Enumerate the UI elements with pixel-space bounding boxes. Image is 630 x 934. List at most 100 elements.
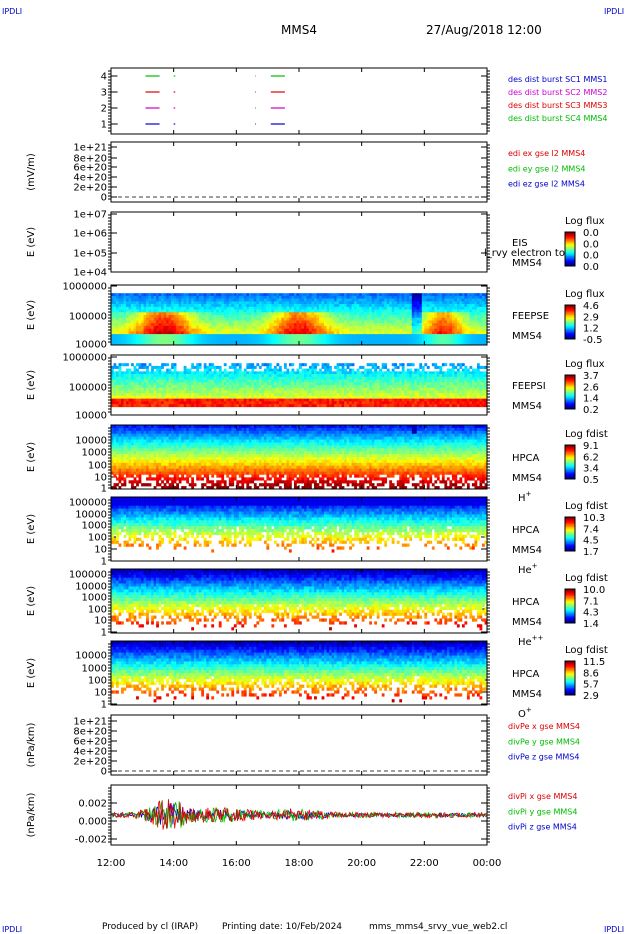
spectrogram-cell [381, 309, 385, 313]
spectrogram-cell [193, 325, 197, 329]
spectrogram-cell [133, 342, 137, 346]
spectrogram-cell [476, 295, 480, 299]
spectrogram-cell [251, 390, 255, 394]
spectrogram-cell [231, 382, 235, 386]
spectrogram-cell [424, 325, 428, 329]
spectrogram-cell [384, 309, 388, 313]
spectrogram-cell [218, 385, 222, 389]
spectrogram-cell [301, 342, 305, 346]
spectrogram-cell [226, 382, 230, 386]
spectrogram-cell [301, 304, 305, 308]
spectrogram-cell [471, 301, 475, 305]
spectrogram-cell [286, 382, 290, 386]
spectrogram-cell [151, 398, 154, 402]
spectrogram-cell [253, 371, 257, 375]
spectrogram-cell [211, 295, 215, 299]
spectrogram-cell [329, 382, 332, 386]
spectrogram-cell [128, 401, 132, 405]
spectrogram-cell [246, 363, 250, 367]
spectrogram-cell [359, 385, 362, 389]
spectrogram-cell [288, 293, 292, 297]
spectrogram-cell [376, 404, 380, 408]
colorbar-cell [565, 234, 575, 237]
spectrogram-cell [401, 317, 405, 321]
spectrogram-cell [316, 382, 320, 386]
spectrogram-cell [376, 325, 380, 329]
spectrogram-cell [291, 317, 295, 321]
spectrogram-cell [451, 312, 455, 316]
spectrogram-cell [331, 323, 335, 327]
spectrogram-cell [118, 395, 122, 399]
spectrogram-cell [311, 309, 315, 313]
spectrogram-cell [336, 379, 340, 383]
spectrogram-cell [324, 317, 327, 321]
spectrogram-cell [451, 325, 455, 329]
spectrogram-cell [356, 309, 360, 313]
spectrogram-cell [464, 320, 468, 324]
spectrogram-cell [374, 342, 378, 346]
spectrogram-cell [386, 295, 390, 299]
spectrogram-cell [126, 368, 129, 372]
spectrogram-cell [213, 379, 217, 383]
spectrogram-cell [349, 331, 352, 335]
spectrogram-cell [151, 390, 154, 394]
spectrogram-cell [316, 293, 320, 297]
spectrogram-cell [266, 401, 270, 405]
spectrogram-cell [381, 323, 385, 327]
spectrogram-cell [213, 395, 217, 399]
spectrogram-cell [151, 301, 154, 305]
spectrogram-cell [233, 404, 237, 408]
spectrogram-cell [316, 328, 320, 332]
spectrogram-cell [404, 371, 408, 375]
spectrogram-cell [286, 331, 290, 335]
spectrogram-cell [416, 312, 420, 316]
spectrogram-cell [369, 371, 372, 375]
spectrogram-cell [201, 374, 205, 378]
spectrogram-cell [359, 328, 362, 332]
spectrogram-cell [329, 376, 332, 380]
spectrogram-cell [123, 315, 127, 319]
spectrogram-cell [216, 342, 220, 346]
spectrogram-cell [406, 336, 410, 340]
spectrogram-cell [288, 328, 292, 332]
spectrogram-cell [344, 339, 347, 343]
spectrogram-cell [469, 312, 473, 316]
spectrogram-cell [121, 379, 124, 383]
spectrogram-cell [286, 309, 290, 313]
spectrogram-cell [316, 323, 320, 327]
spectrogram-cell [369, 393, 372, 397]
spectrogram-cell [273, 387, 277, 391]
spectrogram-cell [191, 371, 195, 375]
spectrogram-cell [136, 390, 139, 394]
spectrogram-cell [291, 323, 295, 327]
spectrogram-cell [349, 385, 352, 389]
spectrogram-cell [444, 323, 448, 327]
spectrogram-cell [236, 301, 240, 305]
spectrogram-cell [384, 336, 388, 340]
spectrogram-cell [391, 379, 395, 383]
spectrogram-cell [364, 339, 367, 343]
spectrogram-cell [166, 298, 169, 302]
spectrogram-cell [476, 323, 480, 327]
spectrogram-cell [381, 304, 385, 308]
spectrogram-cell [178, 306, 182, 310]
colorbar-cell [565, 239, 575, 241]
spectrogram-cell [424, 309, 428, 313]
spectrogram-cell [436, 312, 440, 316]
spectrogram-cell [439, 304, 443, 308]
spectrogram-cell [394, 379, 398, 383]
spectrogram-cell [369, 398, 372, 402]
spectrogram-cell [391, 309, 395, 313]
spectrogram-cell [213, 312, 217, 316]
spectrogram-cell [319, 331, 322, 335]
spectrogram-cell [419, 320, 423, 324]
spectrogram-cell [321, 320, 325, 324]
spectrogram-cell [148, 374, 152, 378]
spectrogram-cell [153, 293, 157, 297]
spectrogram-cell [379, 328, 383, 332]
spectrogram-cell [431, 325, 435, 329]
spectrogram-cell [261, 404, 265, 408]
spectrogram-cell [211, 387, 215, 391]
spectrogram-cell [484, 315, 488, 319]
spectrogram-cell [286, 393, 290, 397]
